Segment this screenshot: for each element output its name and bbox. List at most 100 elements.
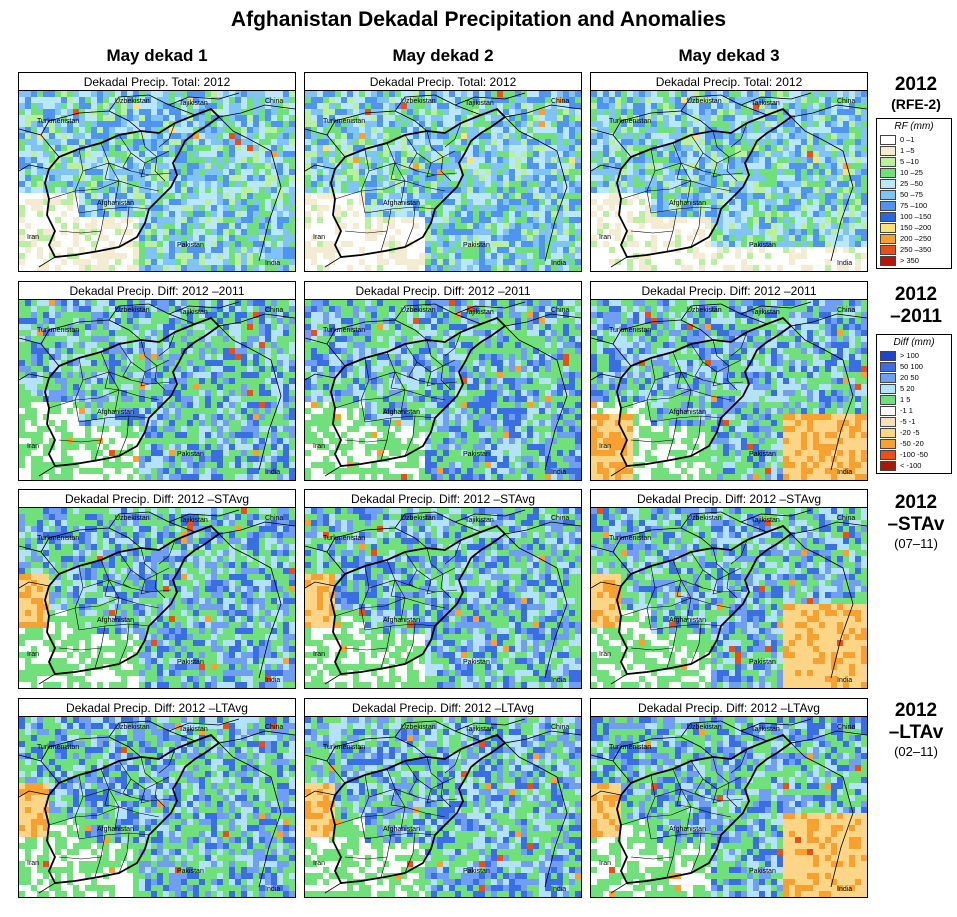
country-border bbox=[326, 319, 428, 345]
map-label-china: China bbox=[265, 98, 283, 105]
afghanistan-outline bbox=[616, 107, 793, 258]
country-border bbox=[544, 776, 568, 888]
legend-difference-label: 5 20 bbox=[900, 384, 915, 393]
legend-difference-label: -20 -5 bbox=[900, 428, 920, 437]
province-border bbox=[650, 415, 722, 423]
country-border bbox=[504, 730, 581, 744]
country-border bbox=[305, 164, 336, 172]
map-label-afghanistan: Afghanistan bbox=[97, 826, 134, 833]
legend-rainfall-item: 25 –50 bbox=[880, 178, 948, 189]
legend-rainfall-label: 25 –50 bbox=[900, 179, 923, 188]
legend-difference-item: > 100 bbox=[880, 350, 948, 361]
map-label-afghanistan: Afghanistan bbox=[669, 200, 706, 207]
map-panel-diff2011-dekad-3: Dekadal Precip. Diff: 2012 –2011 Uzbekist… bbox=[590, 281, 868, 481]
legend-difference-label: 20 50 bbox=[900, 373, 919, 382]
legend-difference-item: -5 -1 bbox=[880, 416, 948, 427]
map-label-pakistan: Pakistan bbox=[749, 242, 776, 249]
map-panel-title: Dekadal Precip. Diff: 2012 –STAvg bbox=[305, 490, 581, 508]
afghanistan-outline bbox=[616, 733, 793, 884]
country-border bbox=[454, 509, 526, 523]
map-label-afghanistan: Afghanistan bbox=[383, 826, 420, 833]
map-panel-title: Dekadal Precip. Diff: 2012 –2011 bbox=[591, 282, 867, 300]
country-border bbox=[305, 581, 336, 589]
country-border bbox=[218, 104, 295, 118]
province-border bbox=[360, 774, 370, 840]
map-label-tajikistan: Tajikistan bbox=[179, 100, 208, 107]
country-border bbox=[610, 673, 628, 685]
map-panel-title: Dekadal Precip. Diff: 2012 –STAvg bbox=[19, 490, 295, 508]
map-panel-diffst-dekad-3: Dekadal Precip. Diff: 2012 –STAvg Uzbekis… bbox=[590, 489, 868, 689]
legend-rainfall-swatch bbox=[880, 255, 896, 266]
province-border bbox=[104, 579, 120, 599]
province-border bbox=[58, 856, 102, 860]
province-border bbox=[344, 856, 388, 860]
province-border bbox=[630, 856, 674, 860]
legend-rainfall-title: RF (mm) bbox=[894, 121, 934, 132]
country-border bbox=[394, 511, 436, 529]
province-border bbox=[140, 339, 158, 367]
legend-difference-item: -1 1 bbox=[880, 405, 948, 416]
province-border bbox=[444, 748, 462, 774]
province-border bbox=[620, 399, 648, 409]
legend-rainfall-label: 100 –150 bbox=[900, 212, 932, 221]
country-border bbox=[790, 313, 867, 327]
row-label-diff-2011-line2: –2011 bbox=[890, 306, 942, 327]
precip-raster bbox=[305, 300, 581, 480]
province-border bbox=[386, 351, 406, 413]
map-panel-title: Dekadal Precip. Diff: 2012 –LTAvg bbox=[305, 699, 581, 717]
map-panel-difflt-dekad-3: Dekadal Precip. Diff: 2012 –LTAvg Uzbekis… bbox=[590, 698, 868, 898]
province-border bbox=[690, 832, 702, 874]
province-border bbox=[390, 371, 406, 391]
country-border bbox=[504, 533, 558, 569]
province-border bbox=[408, 361, 418, 381]
province-border bbox=[650, 623, 722, 631]
country-border bbox=[40, 736, 142, 762]
province-border bbox=[444, 331, 462, 357]
map-label-china: China bbox=[265, 724, 283, 731]
country-border bbox=[740, 92, 812, 106]
legend-rainfall-item: 200 –250 bbox=[880, 233, 948, 244]
country-border bbox=[326, 527, 428, 553]
country-border bbox=[394, 94, 436, 112]
province-border bbox=[672, 559, 692, 621]
country-border bbox=[790, 116, 844, 152]
province-border bbox=[74, 148, 84, 214]
precip-map: Uzbekistan Tajikistan China Turkmenistan Afg… bbox=[591, 508, 867, 688]
province-border bbox=[712, 579, 722, 595]
map-label-turkmenistan: Turkmenistan bbox=[609, 744, 651, 751]
map-label-afghanistan: Afghanistan bbox=[669, 617, 706, 624]
country-border bbox=[38, 256, 56, 268]
map-panel-title: Dekadal Precip. Diff: 2012 –2011 bbox=[305, 282, 581, 300]
country-border bbox=[40, 319, 142, 345]
row-label-diff-ltavg-line2: –LTAv bbox=[888, 722, 944, 743]
province-border bbox=[360, 565, 370, 631]
country-border bbox=[504, 116, 558, 152]
row-label-diff-stavg: 2012 –STAv (07–11) bbox=[880, 492, 952, 552]
legend-rainfall-swatch bbox=[880, 189, 896, 200]
province-border bbox=[364, 832, 436, 840]
legend-rainfall-label: 1 –5 bbox=[900, 146, 915, 155]
map-panel-difflt-dekad-1: Dekadal Precip. Diff: 2012 –LTAvg Uzbekis… bbox=[18, 698, 296, 898]
province-border bbox=[140, 756, 158, 784]
country-border bbox=[740, 301, 812, 315]
province-border bbox=[104, 371, 120, 391]
row-label-total: 2012 (RFE-2) bbox=[880, 74, 952, 112]
province-border bbox=[440, 365, 452, 391]
map-label-india: India bbox=[265, 260, 280, 267]
map-label-india: India bbox=[837, 677, 852, 684]
map-label-china: China bbox=[837, 307, 855, 314]
precip-map: Uzbekistan Tajikistan China Turkmenistan Afg… bbox=[591, 717, 867, 897]
map-label-iran: Iran bbox=[599, 651, 611, 658]
province-border bbox=[712, 547, 730, 575]
province-border bbox=[158, 331, 176, 357]
country-border bbox=[830, 567, 854, 679]
country-border bbox=[168, 301, 240, 315]
legend-difference-item: < -100 bbox=[880, 460, 948, 471]
country-border bbox=[740, 718, 812, 732]
map-label-pakistan: Pakistan bbox=[177, 659, 204, 666]
legend-rainfall-swatch bbox=[880, 200, 896, 211]
province-border bbox=[386, 142, 406, 204]
map-label-tajikistan: Tajikistan bbox=[465, 517, 494, 524]
legend-difference-label: < -100 bbox=[900, 461, 922, 470]
map-label-pakistan: Pakistan bbox=[177, 451, 204, 458]
